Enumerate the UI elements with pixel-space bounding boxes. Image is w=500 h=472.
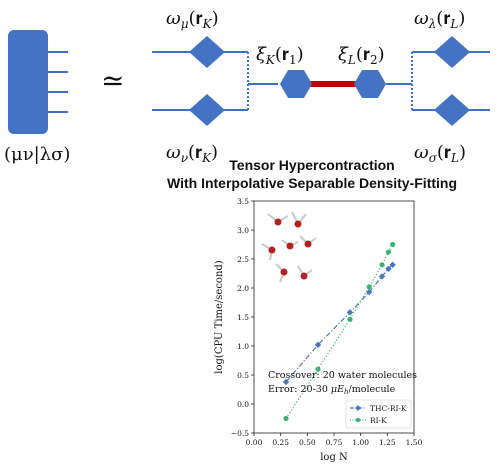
y-tick-label: 0.0 (237, 400, 249, 409)
eri-box (8, 30, 48, 134)
x-tick-label: 1.25 (379, 438, 396, 447)
eri-tensor: (μν|λσ) (4, 30, 70, 165)
legend: THC-RI-K RI-K (345, 399, 412, 429)
xi-k-node (280, 70, 312, 98)
thc-ri-k-point (389, 261, 396, 268)
thc-network (152, 36, 490, 126)
omega-mu-label: ωμ(𝐫K) (166, 8, 219, 31)
omega-mu-node (189, 36, 225, 68)
water-cluster-image (261, 211, 317, 283)
x-tick-label: 0.25 (272, 438, 289, 447)
x-tick-label: 0.00 (246, 438, 263, 447)
cpu-time-chart: 0.00 0.25 0.50 0.75 1.00 1.25 1.50 −0.5 0.0 0.5 1.… (214, 197, 423, 463)
x-tick-label: 0.50 (299, 438, 316, 447)
x-tick-label: 1.50 (406, 438, 423, 447)
ri-k-point (385, 249, 391, 255)
omega-nu-label: ων(𝐫K) (166, 142, 218, 165)
title-line-2: With Interpolative Separable Density-Fit… (167, 175, 457, 191)
thc-ri-k-point (385, 265, 392, 273)
x-tick-label: 0.75 (326, 438, 343, 447)
legend-box (345, 399, 412, 429)
x-axis-label: log N (320, 452, 348, 463)
axis-ticks: 0.00 0.25 0.50 0.75 1.00 1.25 1.50 −0.5 0.0 0.5 1.… (231, 197, 423, 447)
ri-k-point (283, 415, 289, 422)
thc-ri-k-point (282, 378, 290, 386)
ri-k-point (390, 241, 396, 248)
xi-l-node (354, 70, 386, 98)
xi-k-label: ξK(𝐫1) (256, 44, 304, 67)
approx-symbol: ≃ (101, 64, 124, 97)
y-tick-label: 0.5 (237, 371, 249, 380)
legend-thc-marker (355, 405, 361, 411)
ri-k-point (366, 284, 372, 290)
error-annotation: Error: 20-30 μEh/molecule (268, 384, 396, 396)
plot-frame (253, 200, 415, 434)
y-tick-label: 3.5 (237, 197, 249, 206)
omega-nu-node (189, 94, 225, 126)
y-tick-label: −0.5 (231, 429, 249, 438)
thc-ri-k-point (346, 309, 354, 316)
y-axis-label: log(CPU Time/second) (214, 260, 225, 373)
ri-k-point (315, 366, 321, 372)
thc-ri-k-point (314, 341, 322, 349)
series-layer (282, 241, 396, 422)
omega-sigma-label: ωσ(𝐫L) (414, 142, 466, 165)
omega-lambda-node (434, 36, 470, 68)
y-tick-label: 1.0 (237, 342, 249, 351)
title-line-1: Tensor Hypercontraction (229, 157, 394, 173)
crossover-annotation: Crossover: 20 water molecules (268, 370, 417, 381)
thc-ri-k-point (378, 273, 386, 280)
y-tick-label: 1.5 (237, 313, 249, 322)
y-tick-label: 2.0 (237, 284, 249, 293)
ri-k-point (347, 316, 353, 322)
thc-ri-k-point (366, 288, 373, 296)
y-tick-label: 2.5 (237, 255, 249, 264)
x-tick-label: 1.00 (352, 438, 369, 447)
legend-ri-marker (355, 417, 361, 423)
eri-label: (μν|λσ) (4, 144, 70, 165)
omega-lambda-label: ωλ(𝐫L) (414, 8, 465, 31)
legend-thc-label: THC-RI-K (370, 404, 407, 413)
legend-ri-label: RI-K (370, 416, 387, 425)
ri-k-point (379, 262, 385, 268)
series-line-thc-ri-k (285, 264, 394, 383)
xi-l-label: ξL(𝐫2) (338, 44, 385, 67)
y-tick-label: 3.0 (237, 226, 249, 235)
omega-sigma-node (434, 94, 470, 126)
